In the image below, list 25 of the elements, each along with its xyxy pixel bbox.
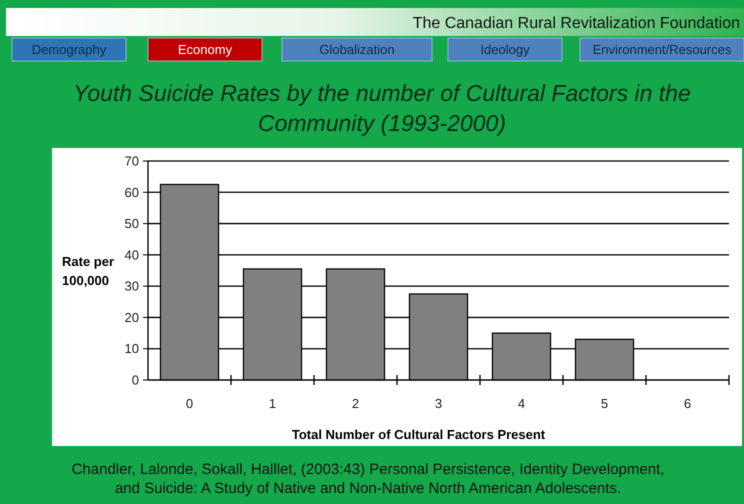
y-tick-label: 70 (124, 154, 139, 168)
y-tick-label: 40 (124, 247, 139, 262)
x-tick-label: 4 (518, 396, 526, 411)
chart-title: Youth Suicide Rates by the number of Cultural Factors in the Community (1993-2000) (73, 80, 691, 136)
x-tick-label: 3 (434, 396, 442, 411)
text: Environment/Resources (592, 42, 732, 57)
x-tick-label: 1 (268, 396, 276, 411)
text: Ideology (480, 42, 530, 57)
y-tick-label: 50 (124, 216, 139, 232)
y-tick-label: 10 (124, 341, 139, 356)
text: The Canadian Rural Revitalization Foundation (412, 15, 740, 32)
text: Chandler, Lalonde, Sokall, Halllet, (2003:43) Personal Persistence, Identity Development, and Suicide: A Study of Native and Non-Native North American Adolescents. (72, 461, 664, 497)
x-tick-label: 6 (684, 396, 692, 411)
x-tick-label: 2 (352, 396, 360, 411)
text: Demography (32, 42, 107, 57)
y-axis-title: Rate per 100,000 (62, 254, 114, 288)
x-tick-label: 0 (186, 396, 194, 411)
x-tick-label: 5 (600, 396, 608, 411)
text: Globalization (319, 42, 395, 57)
y-tick-label: 60 (124, 184, 139, 200)
y-tick-label: 0 (132, 372, 139, 388)
y-tick-label: 20 (124, 310, 139, 325)
text: Economy (178, 42, 233, 57)
y-tick-label: 30 (124, 278, 139, 294)
x-axis-title: Total Number of Cultural Factors Present (292, 427, 546, 442)
